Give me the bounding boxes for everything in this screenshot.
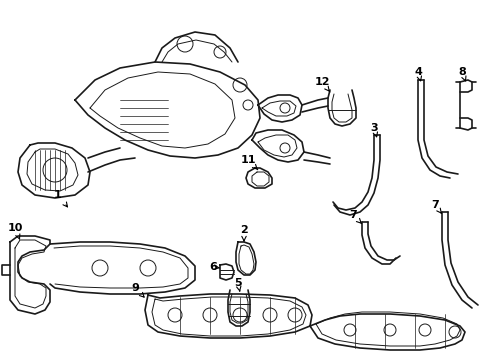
Text: 1: 1 (54, 190, 68, 207)
Text: 8: 8 (458, 67, 466, 81)
Text: 2: 2 (240, 225, 248, 241)
Text: 7: 7 (349, 210, 362, 224)
Text: 4: 4 (414, 67, 422, 81)
Text: 12: 12 (314, 77, 330, 92)
Text: 6: 6 (209, 262, 220, 272)
Text: 10: 10 (7, 223, 23, 239)
Text: 9: 9 (131, 283, 144, 297)
Text: 5: 5 (234, 278, 242, 291)
Text: 3: 3 (370, 123, 378, 137)
Text: 7: 7 (431, 200, 441, 213)
Text: 11: 11 (240, 155, 258, 170)
